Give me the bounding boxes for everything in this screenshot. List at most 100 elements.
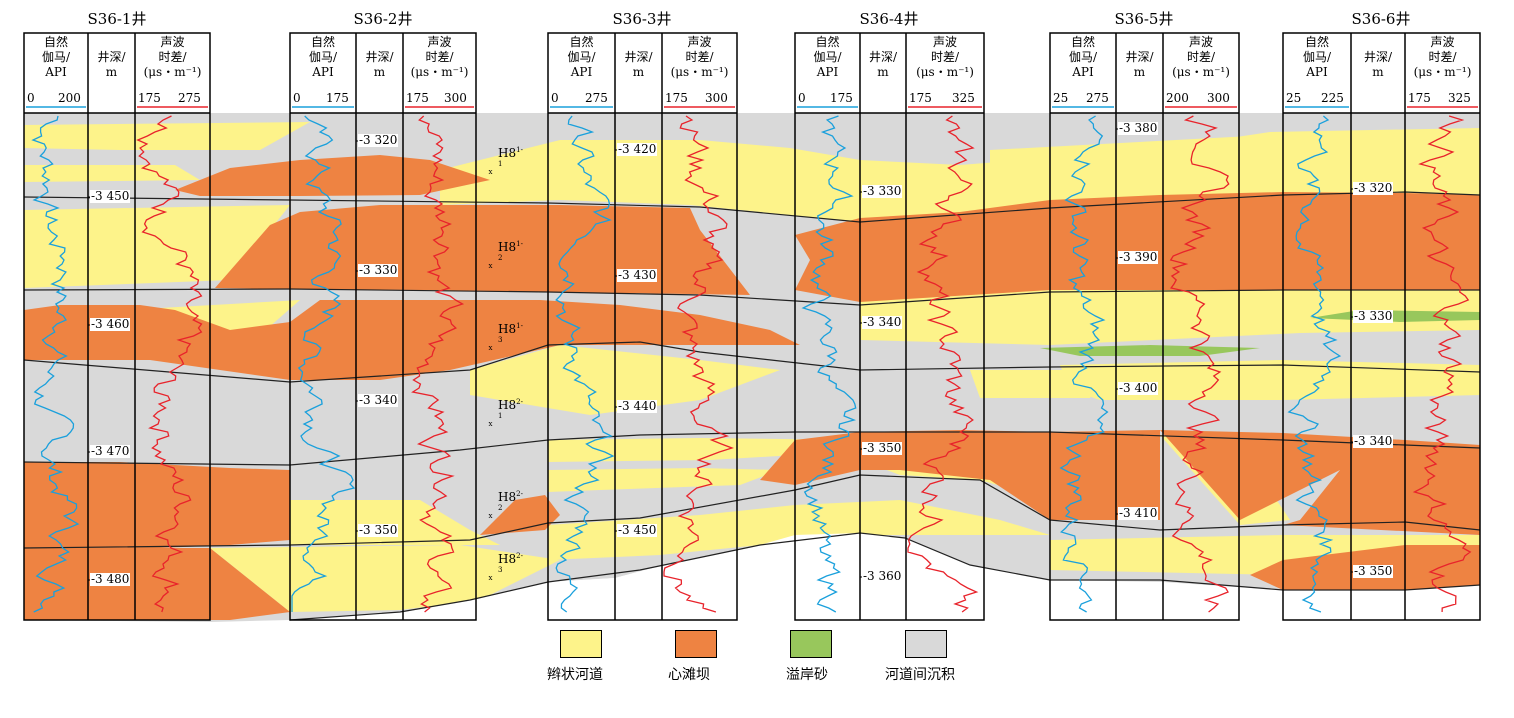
- legend-label: 心滩坝: [668, 667, 710, 683]
- acoustic-header: 声波 时差/(μs・m⁻¹): [1172, 35, 1230, 79]
- legend-swatch-interchannel: [905, 630, 947, 658]
- ac-scale-max: 325: [952, 91, 975, 105]
- layer-label: H82-1x: [488, 398, 523, 429]
- gr-scale-max: 225: [1321, 91, 1344, 105]
- depth-label: -3 340: [1353, 434, 1394, 448]
- acoustic-curve: [663, 115, 734, 613]
- depth-label: -3 350: [862, 441, 903, 455]
- depth-label: -3 330: [862, 184, 903, 198]
- ac-scale-max: 300: [1207, 91, 1230, 105]
- ac-scale-max: 275: [178, 91, 201, 105]
- depth-label: -3 380: [1118, 121, 1159, 135]
- depth-label: -3 450: [90, 189, 131, 203]
- well-title: S36-1井: [87, 10, 147, 28]
- gamma-ray-header: 自然 伽马/API: [1068, 35, 1098, 79]
- layer-label: H82-3x: [488, 552, 523, 583]
- ac-scale-max: 300: [444, 91, 467, 105]
- ac-scale-max: 300: [705, 91, 728, 105]
- depth-label: -3 340: [862, 315, 903, 329]
- acoustic-header: 声波 时差/(μs・m⁻¹): [143, 35, 202, 79]
- well-title: S36-6井: [1351, 10, 1411, 28]
- depth-label: -3 320: [358, 133, 399, 147]
- gamma-ray-curve: [1059, 115, 1109, 613]
- ac-scale-max: 325: [1448, 91, 1471, 105]
- well-title: S36-3井: [612, 10, 672, 28]
- gr-scale-min: 25: [1286, 91, 1302, 105]
- depth-label: -3 390: [1118, 250, 1159, 264]
- legend-swatch-channel-bar: [675, 630, 717, 658]
- depth-label: -3 400: [1118, 381, 1159, 395]
- gr-scale-min: 0: [798, 91, 806, 105]
- ac-scale-min: 175: [138, 91, 161, 105]
- depth-label: -3 330: [1353, 309, 1394, 323]
- acoustic-curve: [1169, 115, 1230, 613]
- gamma-ray-header: 自然 伽马/API: [813, 35, 842, 79]
- depth-label: -3 410: [1118, 506, 1159, 520]
- well-frames: [23, 32, 1481, 621]
- layer-label: H82-2x: [488, 490, 523, 521]
- gamma-ray-curve: [1287, 115, 1342, 613]
- gr-scale-min: 0: [293, 91, 301, 105]
- ac-scale-min: 175: [406, 91, 429, 105]
- depth-label: -3 350: [358, 523, 399, 537]
- gamma-ray-header: 自然 伽马/API: [1302, 35, 1332, 79]
- depth-label: -3 460: [90, 317, 131, 331]
- depth-header: 井深/m: [624, 50, 653, 79]
- well-title: S36-2井: [353, 10, 413, 28]
- depth-header: 井深/m: [97, 50, 126, 79]
- acoustic-curve: [411, 115, 465, 613]
- legend-label: 溢岸砂: [786, 667, 828, 683]
- well-title: S36-4井: [859, 10, 919, 28]
- acoustic-curve: [1412, 115, 1472, 613]
- depth-label: -3 480: [90, 572, 131, 586]
- gamma-ray-header: 自然 伽马/API: [567, 35, 596, 79]
- acoustic-header: 声波 时差/(μs・m⁻¹): [410, 35, 469, 79]
- gr-scale-max: 200: [58, 91, 81, 105]
- gamma-ray-curve: [801, 115, 857, 613]
- depth-label: -3 420: [617, 142, 658, 156]
- depth-label: -3 330: [358, 263, 399, 277]
- depth-header: 井深/m: [868, 50, 898, 79]
- depth-label: -3 450: [617, 523, 658, 537]
- gr-scale-max: 275: [1086, 91, 1109, 105]
- well-title: S36-5井: [1114, 10, 1174, 28]
- depth-label: -3 470: [90, 444, 131, 458]
- gr-scale-min: 25: [1053, 91, 1069, 105]
- depth-label: -3 340: [358, 393, 399, 407]
- gr-scale-max: 275: [585, 91, 608, 105]
- ac-scale-min: 175: [1408, 91, 1431, 105]
- gamma-ray-header: 自然 伽马/API: [41, 35, 71, 79]
- depth-header: 井深/m: [1363, 50, 1393, 79]
- acoustic-curve: [136, 115, 203, 613]
- layer-label: H81-1x: [488, 146, 523, 177]
- gr-scale-min: 0: [27, 91, 35, 105]
- legend-swatch-braided-channel: [560, 630, 602, 658]
- acoustic-header: 声波 时差/(μs・m⁻¹): [1413, 35, 1472, 79]
- legend-label: 河道间沉积: [885, 667, 955, 683]
- gamma-ray-curve: [31, 115, 80, 613]
- depth-label: -3 430: [617, 268, 658, 282]
- gamma-ray-header: 自然 伽马/API: [308, 35, 338, 79]
- ac-scale-min: 200: [1166, 91, 1189, 105]
- depth-header: 井深/m: [1125, 50, 1154, 79]
- ac-scale-min: 175: [909, 91, 932, 105]
- legend-label: 辫状河道: [547, 667, 603, 683]
- acoustic-header: 声波 时差/(μs・m⁻¹): [916, 35, 974, 79]
- legend-swatch-overbank-sand: [790, 630, 832, 658]
- layer-label: H81-2x: [488, 240, 523, 271]
- gr-scale-min: 0: [551, 91, 559, 105]
- gr-scale-max: 175: [326, 91, 349, 105]
- gamma-ray-curve: [555, 115, 615, 613]
- gr-scale-max: 175: [830, 91, 853, 105]
- layer-label: H81-3x: [488, 322, 523, 353]
- log-curves: [31, 115, 1472, 613]
- ac-scale-min: 175: [665, 91, 688, 105]
- depth-label: -3 440: [617, 399, 658, 413]
- depth-label: -3 320: [1353, 181, 1394, 195]
- depth-label: -3 360: [862, 569, 903, 583]
- depth-label: -3 350: [1353, 564, 1394, 578]
- gamma-ray-curve: [291, 115, 356, 612]
- acoustic-curve: [907, 115, 979, 613]
- depth-header: 井深/m: [365, 50, 394, 79]
